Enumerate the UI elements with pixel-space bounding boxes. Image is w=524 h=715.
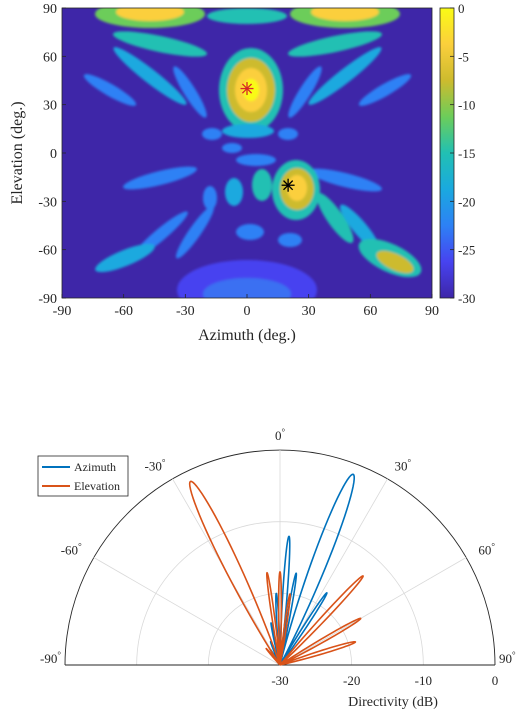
heatmap-xlabel: Azimuth (deg.) — [198, 327, 296, 344]
heatmap-ticks: -90 -60 -30 0 30 60 90 90 60 30 0 -30 -60 -90 — [38, 2, 439, 319]
heatmap-ytick-label: 0 — [50, 147, 57, 162]
degree-symbol: ° — [408, 458, 412, 468]
polar-radial-label: -10 — [415, 673, 432, 688]
side-lobe-c — [203, 186, 217, 210]
center-lobe-1 — [222, 124, 274, 138]
lobe-top-left-inner — [116, 8, 184, 21]
heatmap-marker — [281, 178, 295, 192]
arc-upper-left-1 — [113, 31, 207, 57]
heatmap-ytick-label: -90 — [38, 292, 57, 307]
colorbar-tick-label: -30 — [458, 291, 475, 306]
polar-angle-value: 90 — [499, 651, 512, 666]
polar-spoke — [93, 557, 281, 666]
polar-series — [188, 473, 364, 666]
polar-angle-label: 0° — [275, 427, 286, 443]
lobe-top-mid — [207, 8, 287, 24]
polar-radial-label: 0 — [492, 673, 499, 688]
arc-upper-left-3 — [173, 66, 207, 118]
polar-angle-value: 30 — [395, 459, 408, 474]
legend-label-elevation: Elevation — [74, 479, 120, 493]
heatmap-lobes — [83, 8, 422, 298]
colorbar: 0 -5 -10 -15 -20 -25 -30 — [439, 1, 475, 306]
arc-upper-left-2 — [113, 47, 187, 105]
polar-angle-label: 30° — [395, 458, 412, 474]
center-lobe-5 — [222, 143, 242, 153]
heatmap-ytick-label: -60 — [38, 244, 57, 259]
heatmap-ylabel: Elevation (deg.) — [9, 101, 26, 204]
polar-series-azimuth — [269, 473, 355, 666]
degree-symbol: ° — [78, 542, 82, 552]
heatmap-xtick-label: 60 — [363, 304, 377, 319]
arc-lower-mid — [236, 224, 264, 240]
degree-symbol: ° — [491, 542, 495, 552]
heatmap-xtick-label: 90 — [425, 304, 439, 319]
polar-angle-value: -60 — [61, 543, 78, 558]
colorbar-tick-label: 0 — [458, 1, 465, 16]
heatmap-markers — [240, 82, 295, 192]
colorbar-tick-label: -25 — [458, 243, 475, 258]
legend-box — [37, 455, 129, 497]
polar-grid — [64, 449, 496, 666]
arc-lower-right-1 — [316, 193, 354, 243]
colorbar-tick-label: -10 — [458, 98, 475, 113]
polar-radial-label: -30 — [271, 673, 288, 688]
colorbar-ticks: 0 -5 -10 -15 -20 -25 -30 — [450, 1, 475, 306]
polar-angle-label: -60° — [61, 542, 82, 558]
arc-lower-left-3 — [95, 243, 155, 273]
degree-symbol: ° — [281, 427, 285, 437]
lobe-bottom-inner — [203, 278, 291, 298]
arc-upper-right-1 — [288, 31, 382, 57]
heatmap-ytick-label: -30 — [38, 195, 57, 210]
polar-angle-value: 0 — [275, 428, 282, 443]
polar-legend: Azimuth Elevation — [37, 455, 129, 497]
polar-angle-label: 90° — [499, 650, 516, 666]
polar-series-elevation — [188, 480, 364, 666]
arc-upper-right-2 — [308, 47, 382, 105]
arc-lower-right-3-inner — [376, 250, 414, 274]
polar-labels: -90°-60°-30°0°30°60°90°-30 -20 -10 0 — [40, 427, 516, 688]
colorbar-tick-label: -20 — [458, 194, 475, 209]
heatmap-ytick-label: 90 — [43, 2, 57, 17]
colorbar-tick-label: -5 — [458, 49, 469, 64]
arc-far-left — [83, 74, 137, 106]
polar-angle-label: -30° — [145, 458, 166, 474]
arc-lower-left-1 — [175, 205, 215, 259]
arc-lower-mid-2 — [278, 233, 302, 247]
heatmap-marker — [240, 82, 254, 96]
heatmap-xtick-label: -30 — [176, 304, 195, 319]
arc-upper-right-3 — [288, 66, 322, 118]
degree-symbol: ° — [57, 650, 61, 660]
heatmap-xtick-label: 0 — [244, 304, 251, 319]
colorbar-tick-label: -15 — [458, 146, 475, 161]
degree-symbol: ° — [162, 458, 166, 468]
heatmap-ytick-label: 60 — [43, 50, 57, 65]
degree-symbol: ° — [512, 650, 516, 660]
heatmap-ytick-label: 30 — [43, 99, 57, 114]
center-lobe-2 — [202, 128, 222, 140]
polar-plot: -90°-60°-30°0°30°60°90°-30 -20 -10 0 Direct… — [37, 427, 516, 710]
center-lobe-3 — [278, 128, 298, 140]
polar-radial-label: -20 — [343, 673, 360, 688]
polar-xlabel: Directivity (dB) — [348, 695, 438, 710]
side-lobe-b — [225, 178, 243, 206]
polar-angle-label: 60° — [478, 542, 495, 558]
arc-mid-right — [308, 168, 382, 192]
polar-angle-value: 60 — [478, 543, 491, 558]
arc-far-right — [358, 74, 412, 106]
lobe-top-right-inner — [311, 8, 379, 21]
polar-spoke — [279, 557, 467, 666]
side-lobe-a — [252, 169, 272, 201]
legend-label-azimuth: Azimuth — [74, 460, 116, 474]
heatmap-plot: -90 -60 -30 0 30 60 90 90 60 30 0 -30 -60 -90 Azimuth… — [9, 2, 439, 344]
heatmap-xtick-label: 30 — [302, 304, 316, 319]
polar-angle-value: -30 — [145, 459, 162, 474]
heatmap-xtick-label: -90 — [53, 304, 72, 319]
heatmap-xtick-label: -60 — [114, 304, 133, 319]
center-lobe-4 — [236, 154, 276, 166]
arc-mid-left — [123, 166, 197, 190]
polar-angle-value: -90 — [40, 651, 57, 666]
polar-angle-label: -90° — [40, 650, 61, 666]
